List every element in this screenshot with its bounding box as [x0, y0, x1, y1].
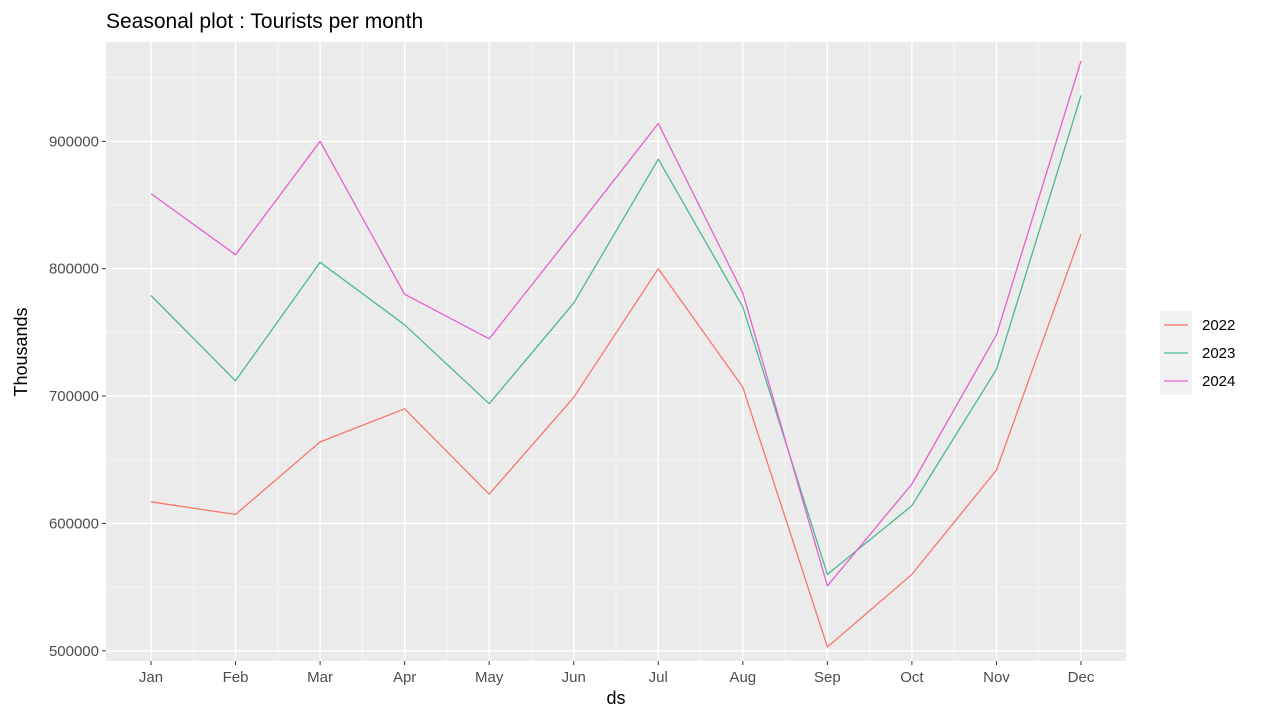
y-axis-title: Thousands	[11, 307, 31, 396]
series-line-2023	[150, 95, 1082, 576]
y-tick-label: 700000	[49, 388, 99, 405]
x-tick-label: Jan	[139, 669, 163, 686]
x-tick-label: Mar	[307, 669, 333, 686]
x-tick-label: Aug	[729, 669, 756, 686]
series-line-2024	[150, 60, 1082, 587]
x-tick-label: Oct	[900, 669, 924, 686]
x-tick-label: May	[475, 669, 504, 686]
chart-title: Seasonal plot : Tourists per month	[106, 10, 423, 33]
x-tick-label: Jul	[649, 669, 668, 686]
legend-label-2024: 2024	[1202, 373, 1235, 390]
y-tick-label: 800000	[49, 261, 99, 278]
x-axis: Jan Feb Mar Apr May Jun Jul Aug Sep Oct Nov Dec	[139, 661, 1095, 686]
major-gridlines	[106, 42, 1126, 661]
legend: 2022 2023 2024	[1160, 311, 1235, 395]
x-tick-label: Apr	[393, 669, 416, 686]
y-tick-label: 900000	[49, 133, 99, 150]
x-tick-label: Feb	[223, 669, 249, 686]
y-tick-label: 500000	[49, 643, 99, 660]
series-line-2022	[150, 234, 1082, 648]
series-lines	[150, 60, 1082, 648]
x-tick-label: Jun	[562, 669, 586, 686]
legend-label-2023: 2023	[1202, 345, 1235, 362]
x-axis-title: ds	[606, 688, 625, 708]
x-tick-label: Dec	[1068, 669, 1095, 686]
y-axis: 500000 600000 700000 800000 900000	[49, 133, 106, 660]
x-tick-label: Sep	[814, 669, 841, 686]
legend-label-2022: 2022	[1202, 317, 1235, 334]
y-tick-label: 600000	[49, 515, 99, 532]
x-tick-label: Nov	[983, 669, 1010, 686]
